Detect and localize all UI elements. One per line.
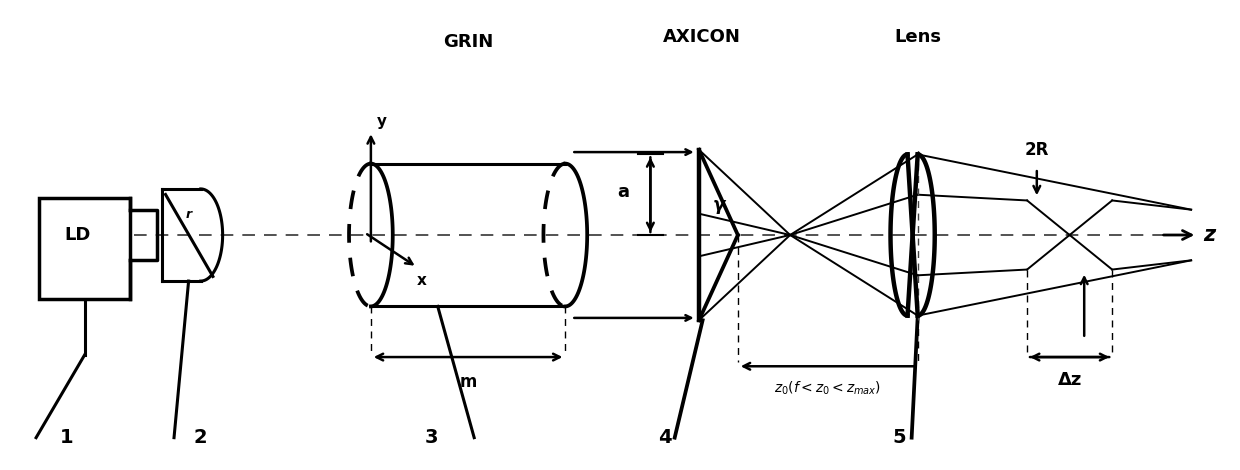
Text: $z_0(f<z_0<z_{max})$: $z_0(f<z_0<z_{max})$	[774, 379, 882, 397]
Text: 2: 2	[193, 428, 207, 447]
FancyBboxPatch shape	[40, 198, 130, 299]
Text: AXICON: AXICON	[662, 28, 740, 46]
Text: 3: 3	[425, 428, 439, 447]
Text: a: a	[618, 183, 630, 201]
Text: LD: LD	[64, 226, 91, 244]
Text: GRIN: GRIN	[443, 32, 494, 51]
Text: z: z	[1203, 225, 1215, 245]
Text: 2R: 2R	[1024, 141, 1049, 159]
Text: 5: 5	[893, 428, 906, 447]
Text: 1: 1	[61, 428, 74, 447]
Text: m: m	[459, 373, 477, 391]
Text: r: r	[186, 208, 192, 221]
Text: 4: 4	[658, 428, 672, 447]
Text: y: y	[377, 114, 387, 129]
Text: x: x	[417, 273, 427, 288]
Text: Lens: Lens	[894, 28, 941, 46]
Text: Δz: Δz	[1058, 371, 1081, 389]
Text: γ: γ	[712, 196, 724, 214]
